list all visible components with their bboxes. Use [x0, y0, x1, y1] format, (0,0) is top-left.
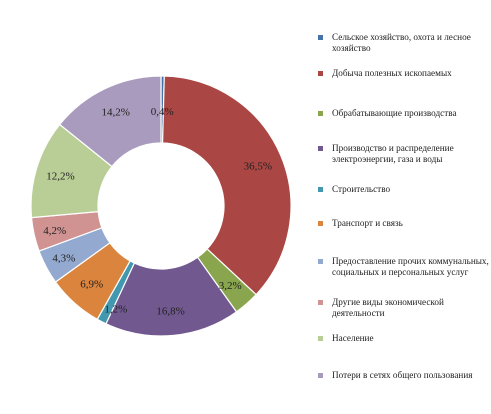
data-label-6: 6,9% — [80, 279, 103, 291]
legend-swatch — [318, 221, 323, 226]
data-labels: 0,4% 36,5% 3,2% 16,8% 1,2%6,9% 4,3% 4,2% 12,2% 1… — [43, 106, 272, 318]
legend-label: Потери в сетях общего пользования — [332, 370, 473, 380]
legend-swatch — [318, 373, 323, 378]
legend-item-5: Строительство — [318, 184, 490, 195]
legend-label: Транспорт и связь — [332, 218, 403, 228]
legend-label: Другие виды экономической деятельности — [332, 297, 444, 318]
legend-swatch — [318, 300, 323, 305]
slice-2 — [161, 75, 292, 296]
data-label-8: 4,2% — [43, 225, 66, 237]
legend-swatch — [318, 71, 323, 76]
legend-item-2: Добыча полезных ископаемых — [318, 68, 490, 79]
donut-slices — [30, 75, 292, 337]
legend-swatch — [318, 35, 323, 40]
legend-swatch — [318, 111, 323, 116]
legend-item-10: Потери в сетях общего пользования — [318, 370, 490, 381]
data-label-1: 0,4% — [151, 106, 174, 118]
legend-item-8: Другие виды экономической деятельности — [318, 297, 490, 319]
legend-item-1: Сельское хозяйство, охота и лесное хозяй… — [318, 32, 490, 54]
data-label-2: 36,5% — [244, 160, 272, 172]
legend-label: Производство и распределение электроэнер… — [332, 143, 454, 164]
legend-label: Строительство — [332, 184, 391, 194]
legend-swatch — [318, 146, 323, 151]
data-label-9: 12,2% — [46, 171, 74, 183]
legend-item-9: Население — [318, 333, 490, 344]
legend-swatch — [318, 187, 323, 192]
data-label-5: 1,2% — [104, 303, 127, 315]
legend-swatch — [318, 259, 323, 264]
legend-label: Население — [332, 333, 374, 343]
legend-label: Добыча полезных ископаемых — [332, 68, 452, 78]
data-label-3: 3,2% — [219, 280, 242, 292]
data-label-10: 14,2% — [101, 106, 129, 118]
legend-item-4: Производство и распределение электроэнер… — [318, 143, 490, 165]
legend-item-6: Транспорт и связь — [318, 218, 490, 229]
legend-label: Предоставление прочих коммунальных, соци… — [332, 256, 489, 277]
data-label-7: 4,3% — [52, 253, 75, 265]
slice-10 — [58, 75, 162, 168]
legend-item-7: Предоставление прочих коммунальных, соци… — [318, 256, 490, 278]
data-label-4: 16,8% — [156, 306, 184, 318]
legend-swatch — [318, 336, 323, 341]
legend-label: Сельское хозяйство, охота и лесное хозяй… — [332, 32, 471, 53]
legend-label: Обрабатывающие производства — [332, 108, 457, 118]
legend-item-3: Обрабатывающие производства — [318, 108, 490, 119]
